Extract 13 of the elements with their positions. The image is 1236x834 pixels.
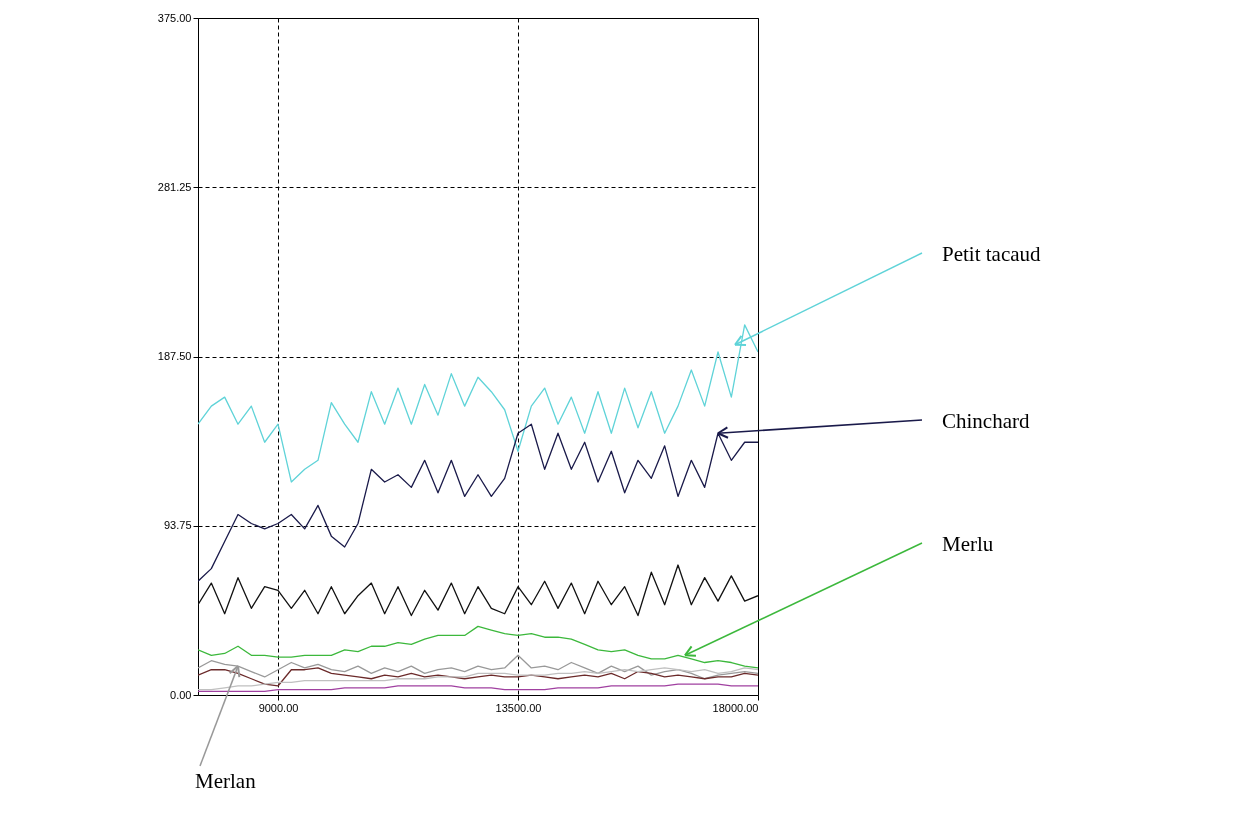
line-series: [198, 564, 758, 617]
x-tick-label: 9000.00: [258, 701, 299, 714]
annotation: Chinchard: [942, 409, 1030, 433]
y-tick-label: 375.00: [157, 11, 192, 24]
y-tick-label: 0.00: [170, 688, 192, 701]
x-tick-label: 18000.00: [712, 701, 759, 714]
annotation: Merlan: [195, 769, 257, 793]
y-tick-label: 187.50: [157, 350, 192, 362]
y-tick-label: 93.75: [163, 519, 192, 532]
x-tick-label: 13500.00: [495, 701, 542, 714]
annotation: Merlu: [942, 532, 994, 556]
annotation: Petit tacaud: [942, 242, 1042, 266]
y-tick-label: 281.25: [157, 180, 192, 193]
